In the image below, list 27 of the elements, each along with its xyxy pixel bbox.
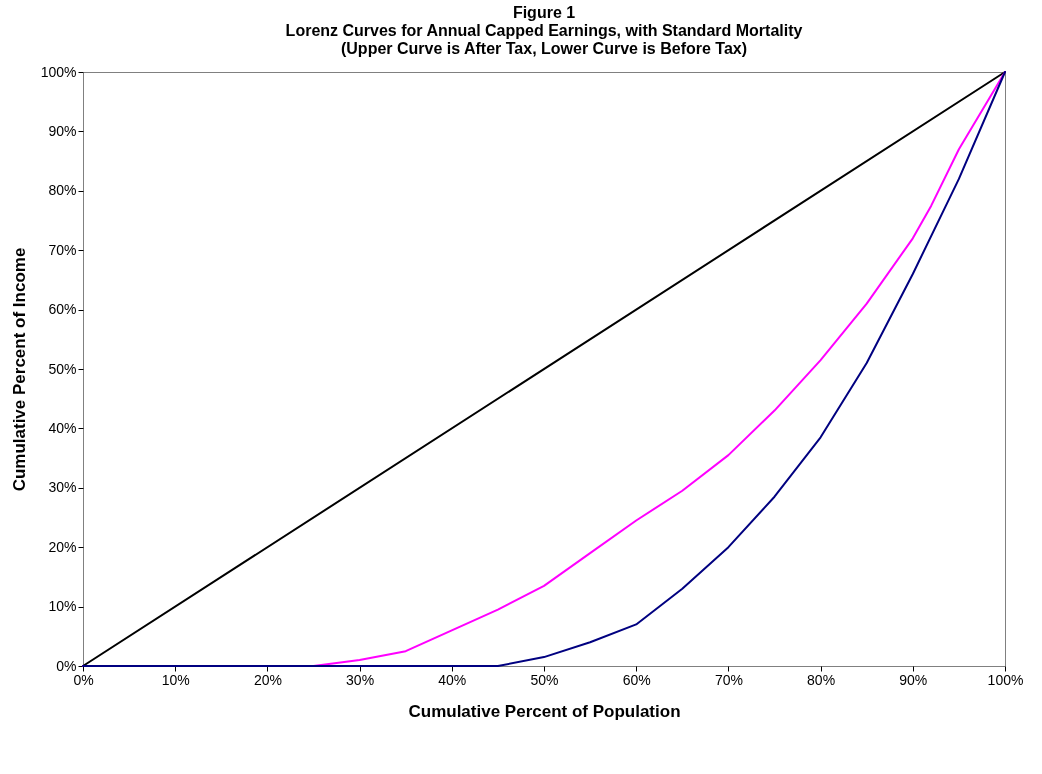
text: Lorenz Curves for Annual Capped Earnings, with Standard Mortality	[285, 22, 803, 39]
text: (Upper Curve is After Tax, Lower Curve is Before Tax)	[340, 40, 748, 57]
x-tick-label: 50%	[530, 671, 559, 688]
x-tick-label: 80%	[807, 671, 836, 688]
y-tick-label: 30%	[48, 479, 77, 496]
x-axis-title: Cumulative Percent of Population	[408, 701, 681, 721]
x-tick-label: 20%	[253, 671, 282, 688]
y-tick-label: 20%	[48, 538, 77, 555]
x-tick-label: 70%	[714, 671, 743, 688]
y-tick-label: 90%	[48, 122, 77, 139]
y-tick-label: 100%	[40, 63, 77, 80]
x-tick-label: 0%	[73, 671, 94, 688]
x-tick-label: 30%	[346, 671, 375, 688]
x-tick-label: 40%	[438, 671, 467, 688]
x-tick-label: 60%	[622, 671, 651, 688]
chart-title: Figure 1	[512, 4, 576, 21]
y-tick-label: 0%	[56, 657, 77, 674]
y-tick-label: 50%	[48, 360, 77, 377]
x-tick-label: 10%	[161, 671, 190, 688]
y-tick-label: 10%	[48, 598, 77, 615]
y-tick-label: 60%	[48, 301, 77, 318]
y-axis-title: Cumulative Percent of Income	[9, 247, 29, 492]
y-tick-label: 40%	[48, 419, 77, 436]
x-tick-label: 100%	[987, 671, 1024, 688]
y-tick-label: 80%	[48, 182, 77, 199]
x-tick-label: 90%	[899, 671, 928, 688]
y-tick-label: 70%	[48, 241, 77, 258]
